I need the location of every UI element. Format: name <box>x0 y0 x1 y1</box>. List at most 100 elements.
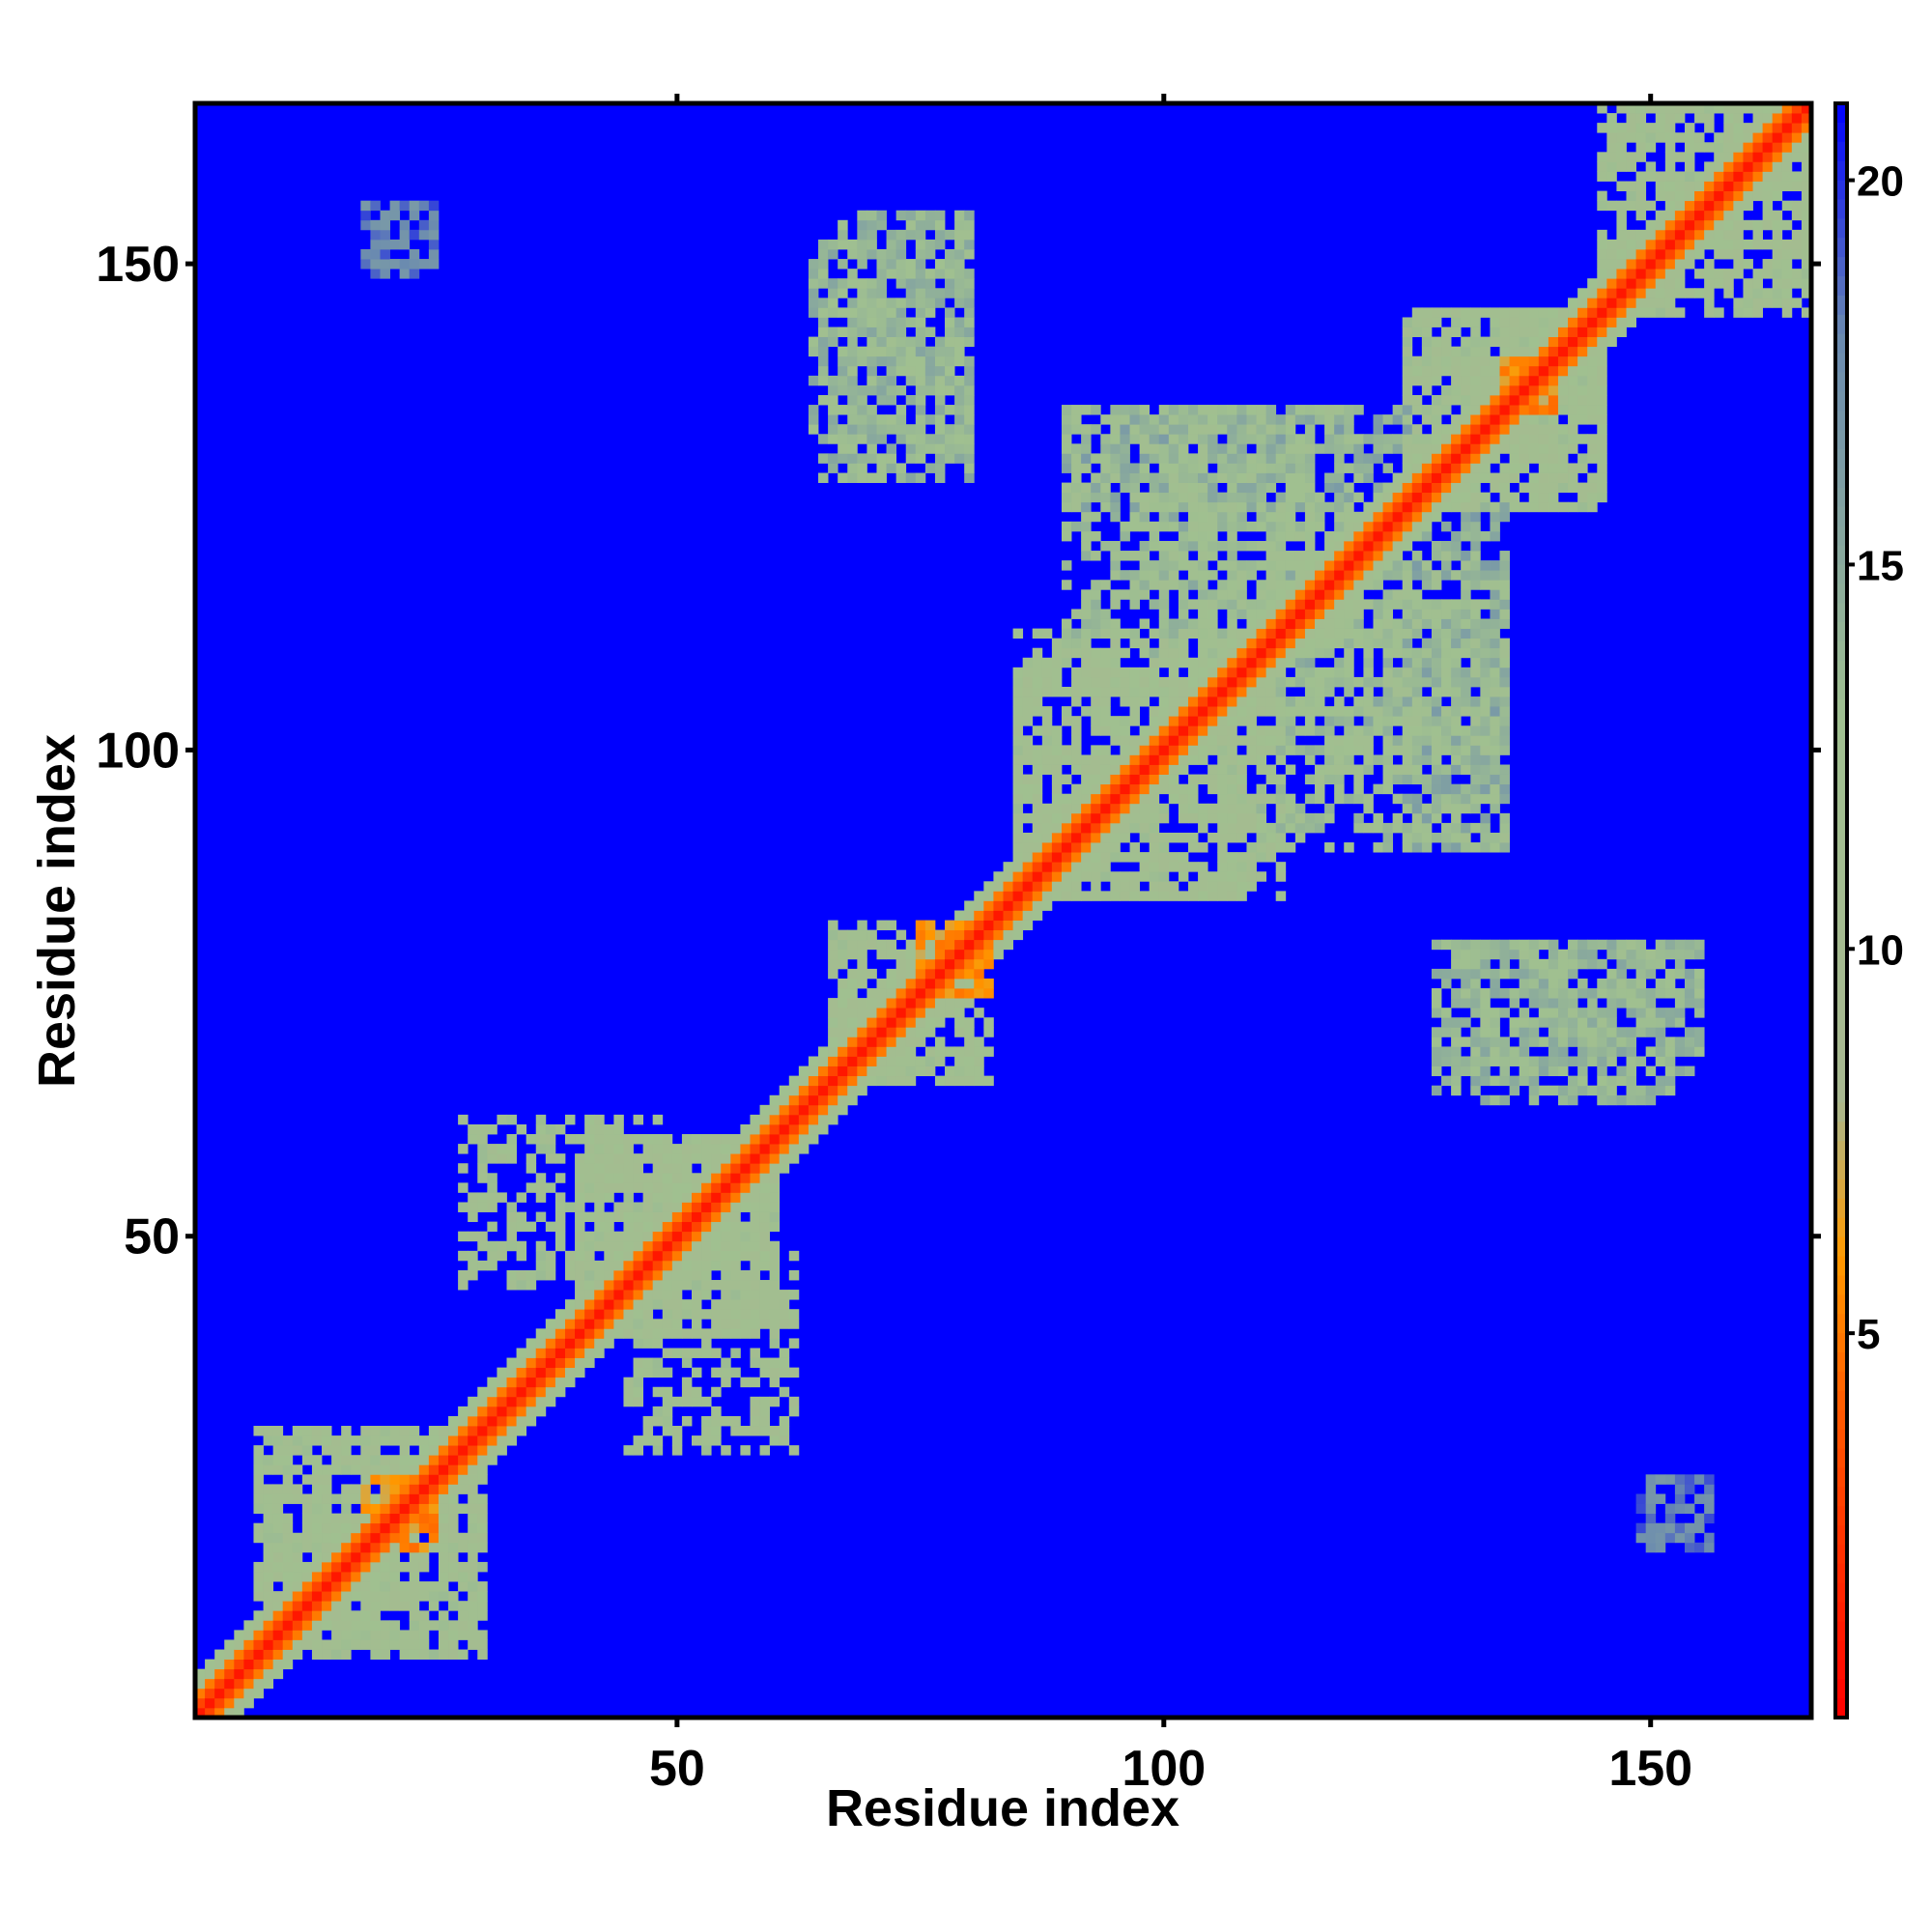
heatmap-cell <box>1187 530 1199 542</box>
heatmap-cell <box>1334 463 1345 473</box>
heatmap-cell <box>1178 706 1189 717</box>
heatmap-cell <box>1275 754 1287 765</box>
heatmap-cell <box>1509 1017 1520 1028</box>
heatmap-cell <box>876 1008 887 1018</box>
heatmap-cell <box>1334 745 1345 755</box>
heatmap-cell <box>1480 774 1491 785</box>
heatmap-cell <box>1421 774 1433 785</box>
heatmap-cell <box>1012 871 1024 882</box>
heatmap-cell <box>681 1221 693 1233</box>
heatmap-cell <box>1655 1056 1666 1066</box>
heatmap-cell <box>418 1455 430 1465</box>
heatmap-cell <box>1032 822 1043 834</box>
heatmap-cell <box>613 1269 624 1281</box>
heatmap-cell <box>1100 667 1111 678</box>
heatmap-cell <box>1041 881 1053 892</box>
heatmap-cell <box>954 910 965 921</box>
heatmap-cell <box>1528 998 1540 1009</box>
heatmap-cell <box>964 958 975 970</box>
heatmap-cell <box>1304 812 1316 824</box>
heatmap-cell <box>1441 482 1452 494</box>
heatmap-cell <box>701 1221 712 1233</box>
heatmap-cell <box>575 1299 585 1310</box>
heatmap-cell <box>409 1455 420 1465</box>
heatmap-cell <box>681 1280 693 1291</box>
heatmap-cell <box>1451 1065 1462 1077</box>
heatmap-cell <box>477 1639 488 1650</box>
heatmap-cell <box>292 1484 303 1494</box>
heatmap-cell <box>857 355 867 367</box>
heatmap-cell <box>468 1426 478 1436</box>
heatmap-cell <box>1490 414 1500 425</box>
heatmap-cell <box>945 269 955 279</box>
heatmap-cell <box>691 1144 702 1154</box>
heatmap-cell <box>1208 716 1218 726</box>
heatmap-cell <box>1411 599 1423 610</box>
heatmap-cell <box>1285 599 1296 610</box>
heatmap-cell <box>730 1290 741 1300</box>
heatmap-cell <box>1431 609 1442 619</box>
heatmap-cell <box>311 1435 323 1446</box>
heatmap-cell <box>535 1192 547 1203</box>
heatmap-cell <box>1597 424 1607 435</box>
heatmap-cell <box>681 1357 693 1369</box>
heatmap-cell <box>905 1037 917 1047</box>
heatmap-cell <box>399 269 411 279</box>
heatmap-cell <box>964 405 975 415</box>
heatmap-cell <box>1265 580 1277 590</box>
heatmap-cell <box>1664 1532 1676 1544</box>
heatmap-cell <box>370 1426 381 1436</box>
heatmap-cell <box>1061 560 1072 571</box>
heatmap-cell <box>1110 492 1121 503</box>
heatmap-cell <box>1304 793 1316 805</box>
heatmap-cell <box>1294 676 1306 688</box>
heatmap-cell <box>905 210 917 221</box>
heatmap-cell <box>1091 686 1101 697</box>
heatmap-cell <box>575 1367 585 1378</box>
heatmap-cell <box>945 453 955 464</box>
heatmap-cell <box>1568 424 1578 435</box>
heatmap-cell <box>1363 472 1374 483</box>
heatmap-cell <box>828 939 838 951</box>
heatmap-cell <box>1451 988 1462 999</box>
heatmap-cell <box>1265 774 1277 785</box>
heatmap-cell <box>418 1474 430 1485</box>
heatmap-cell <box>964 1017 975 1028</box>
heatmap-cell <box>1402 472 1413 483</box>
heatmap-cell <box>1674 288 1686 298</box>
heatmap-cell <box>613 1182 624 1193</box>
heatmap-cell <box>409 1551 420 1563</box>
heatmap-cell <box>1198 599 1208 610</box>
heatmap-cell <box>905 1046 917 1057</box>
heatmap-cell <box>1236 793 1247 805</box>
heatmap-cell <box>964 424 975 435</box>
heatmap-cell <box>652 1231 664 1242</box>
heatmap-cell <box>633 1377 643 1388</box>
heatmap-cell <box>1684 1046 1695 1057</box>
heatmap-cell <box>730 1309 741 1320</box>
heatmap-cell <box>1568 317 1578 327</box>
heatmap-cell <box>526 1415 537 1427</box>
heatmap-cell <box>1285 842 1296 853</box>
heatmap-cell <box>1557 1008 1569 1018</box>
heatmap-cell <box>1519 336 1530 348</box>
heatmap-cell <box>1451 1075 1462 1087</box>
heatmap-cell <box>1743 288 1753 298</box>
heatmap-cell <box>886 384 897 396</box>
heatmap-cell <box>428 1445 440 1456</box>
heatmap-cell <box>1441 1046 1452 1057</box>
heatmap-cell <box>769 1134 781 1145</box>
heatmap-cell <box>1158 521 1170 532</box>
heatmap-cell <box>389 1435 401 1446</box>
heatmap-cell <box>828 1065 838 1077</box>
heatmap-cell <box>1285 696 1296 707</box>
heatmap-cell <box>575 1269 585 1281</box>
heatmap-cell <box>1587 1027 1598 1037</box>
heatmap-cell <box>838 998 848 1009</box>
heatmap-cell <box>1032 783 1043 795</box>
heatmap-cell <box>740 1319 751 1329</box>
heatmap-cell <box>351 1455 361 1465</box>
heatmap-cell <box>915 424 926 435</box>
heatmap-cell <box>1275 492 1287 503</box>
heatmap-cell <box>671 1163 683 1174</box>
